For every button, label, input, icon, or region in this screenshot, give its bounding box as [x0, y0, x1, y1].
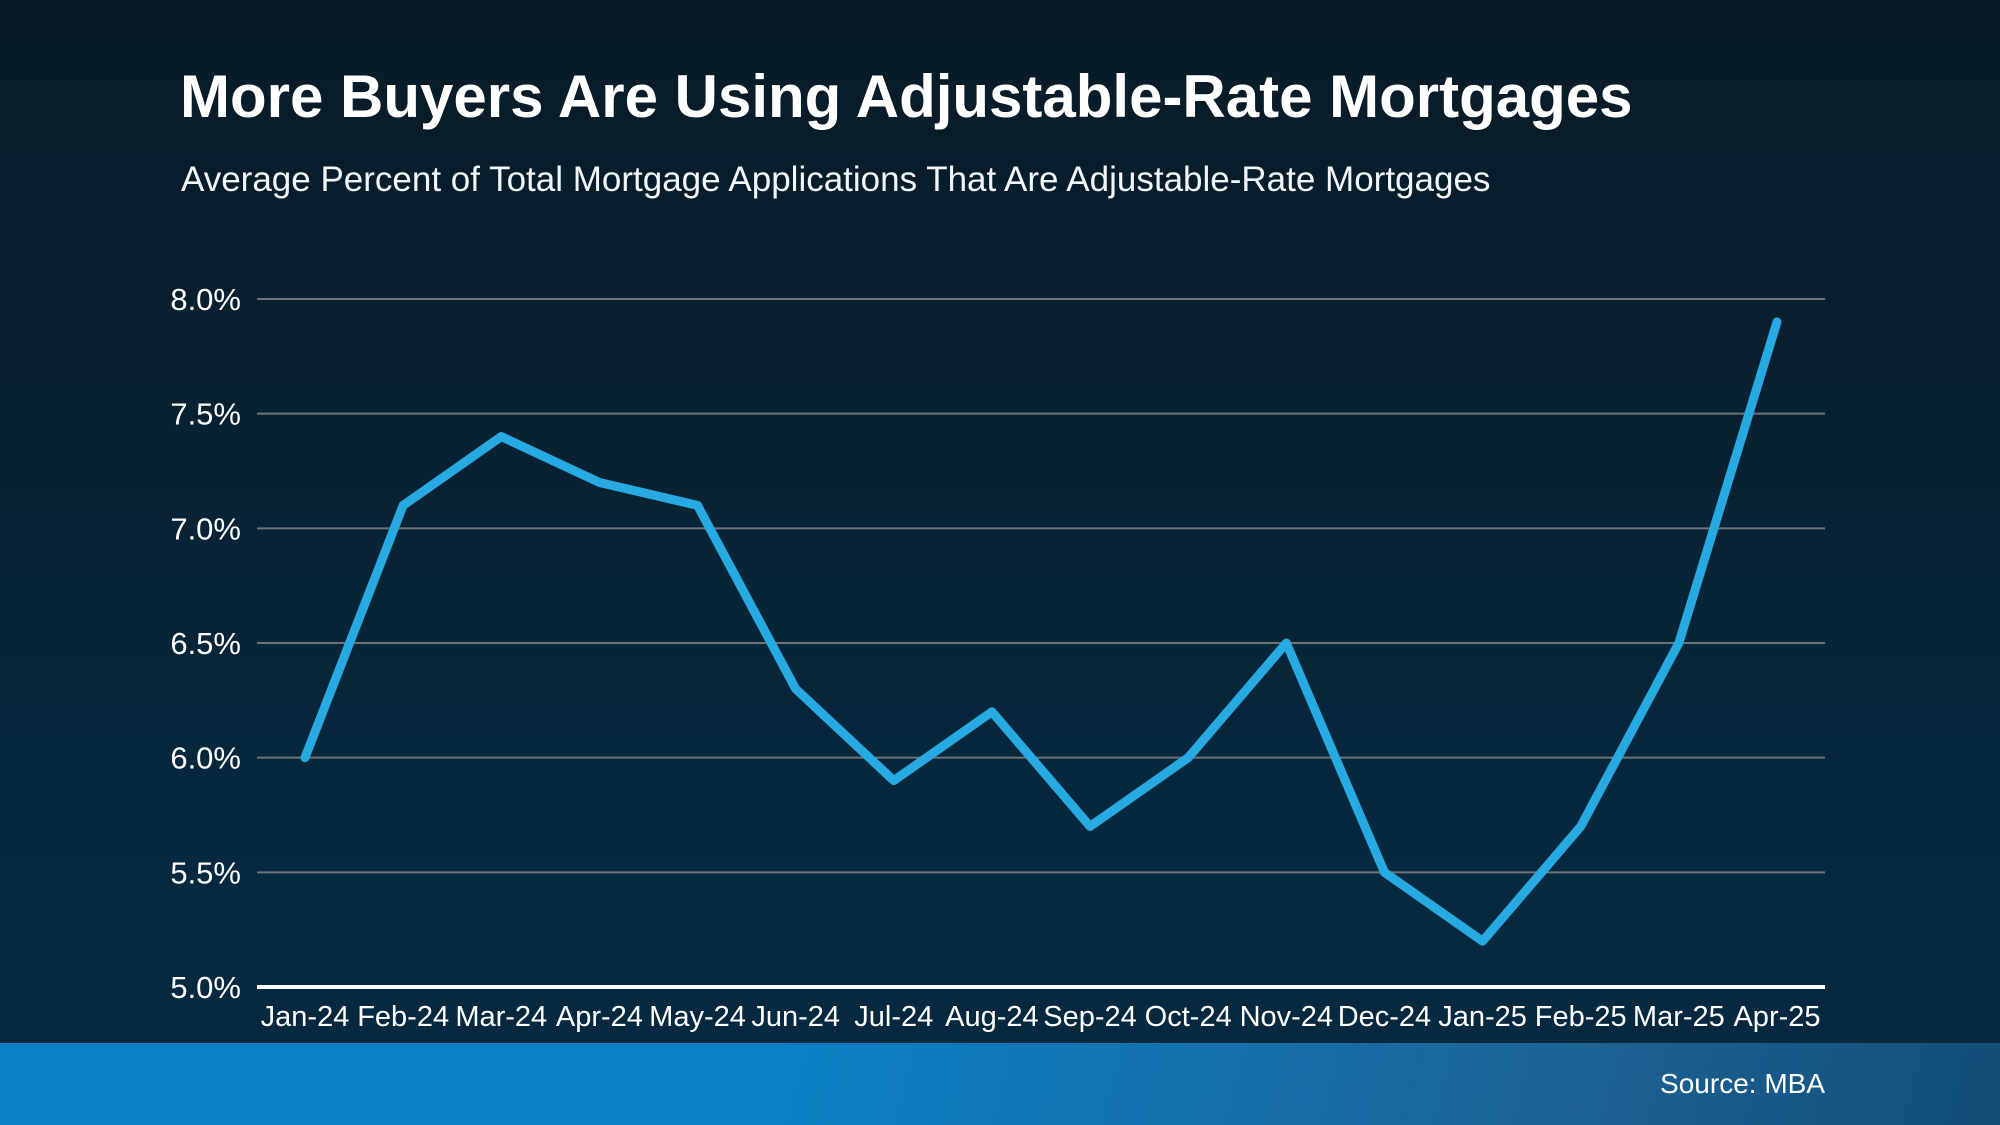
x-tick-label: Jan-24: [261, 1001, 350, 1033]
x-tick-label: Sep-24: [1043, 1001, 1137, 1033]
source-label: Source: MBA: [1660, 1068, 1825, 1099]
x-tick-label: Jan-25: [1438, 1001, 1527, 1033]
x-tick-label: Feb-24: [357, 1001, 449, 1033]
y-tick-label: 8.0%: [170, 282, 241, 317]
y-tick-label: 5.0%: [170, 970, 241, 1005]
x-tick-label: Aug-24: [945, 1001, 1039, 1033]
x-tick-label: Feb-25: [1535, 1001, 1627, 1033]
x-tick-label: Jun-24: [751, 1001, 840, 1033]
y-tick-label: 7.0%: [170, 511, 241, 546]
footer-bar: Source: MBA: [0, 1043, 2000, 1125]
y-tick-label: 5.5%: [170, 855, 241, 890]
x-tick-label: Nov-24: [1240, 1001, 1334, 1033]
y-tick-label: 6.0%: [170, 741, 241, 776]
x-tick-label: Mar-24: [455, 1001, 547, 1033]
y-tick-label: 7.5%: [170, 397, 241, 432]
x-tick-label: Jul-24: [854, 1001, 933, 1033]
line-chart: 8.0% 7.5% 7.0% 6.5% 6.0% 5.5% 5.0% Jan-24 Feb-24…: [170, 282, 1825, 1033]
chart-subtitle: Average Percent of Total Mortgage Applic…: [181, 160, 1491, 199]
x-tick-label: May-24: [649, 1001, 746, 1033]
x-tick-label: Oct-24: [1145, 1001, 1232, 1033]
y-tick-label: 6.5%: [170, 626, 241, 661]
x-tick-label: Dec-24: [1338, 1001, 1432, 1033]
x-tick-label: Apr-25: [1733, 1001, 1820, 1033]
data-line-arm-share: [300, 317, 1782, 946]
x-tick-label: Apr-24: [556, 1001, 643, 1033]
x-tick-label: Mar-25: [1633, 1001, 1725, 1033]
chart-title: More Buyers Are Using Adjustable-Rate Mo…: [180, 63, 1633, 130]
